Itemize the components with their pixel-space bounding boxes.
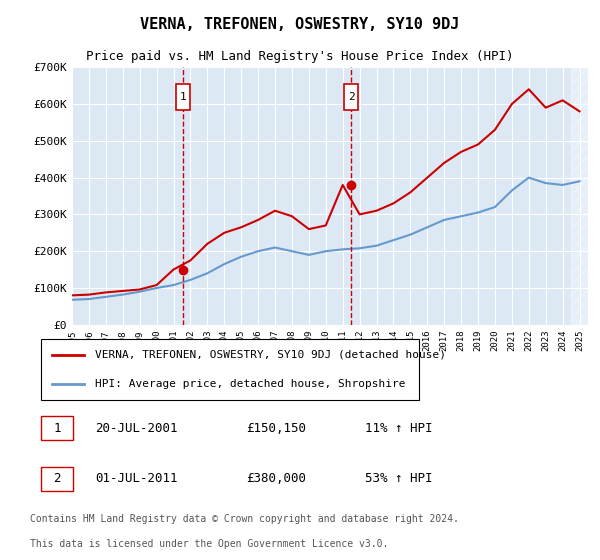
Text: VERNA, TREFONEN, OSWESTRY, SY10 9DJ (detached house): VERNA, TREFONEN, OSWESTRY, SY10 9DJ (det…: [95, 350, 446, 360]
Text: 1: 1: [53, 422, 61, 435]
Text: 2: 2: [53, 472, 61, 486]
Bar: [571, 67, 588, 325]
Text: This data is licensed under the Open Government Licence v3.0.: This data is licensed under the Open Gov…: [30, 539, 388, 549]
Text: £150,150: £150,150: [246, 422, 306, 435]
Text: 53% ↑ HPI: 53% ↑ HPI: [365, 472, 432, 486]
Text: 11% ↑ HPI: 11% ↑ HPI: [365, 422, 432, 435]
Text: 1: 1: [179, 92, 186, 102]
Text: HPI: Average price, detached house, Shropshire: HPI: Average price, detached house, Shro…: [95, 379, 406, 389]
Text: VERNA, TREFONEN, OSWESTRY, SY10 9DJ: VERNA, TREFONEN, OSWESTRY, SY10 9DJ: [140, 17, 460, 32]
Text: 20-JUL-2001: 20-JUL-2001: [95, 422, 178, 435]
Text: Contains HM Land Registry data © Crown copyright and database right 2024.: Contains HM Land Registry data © Crown c…: [30, 514, 459, 524]
FancyBboxPatch shape: [344, 84, 358, 110]
Text: Price paid vs. HM Land Registry's House Price Index (HPI): Price paid vs. HM Land Registry's House …: [86, 50, 514, 63]
FancyBboxPatch shape: [41, 339, 419, 400]
FancyBboxPatch shape: [176, 84, 190, 110]
Text: 01-JUL-2011: 01-JUL-2011: [95, 472, 178, 486]
FancyBboxPatch shape: [41, 466, 73, 491]
Text: £380,000: £380,000: [246, 472, 306, 486]
Text: 2: 2: [348, 92, 355, 102]
FancyBboxPatch shape: [41, 416, 73, 441]
